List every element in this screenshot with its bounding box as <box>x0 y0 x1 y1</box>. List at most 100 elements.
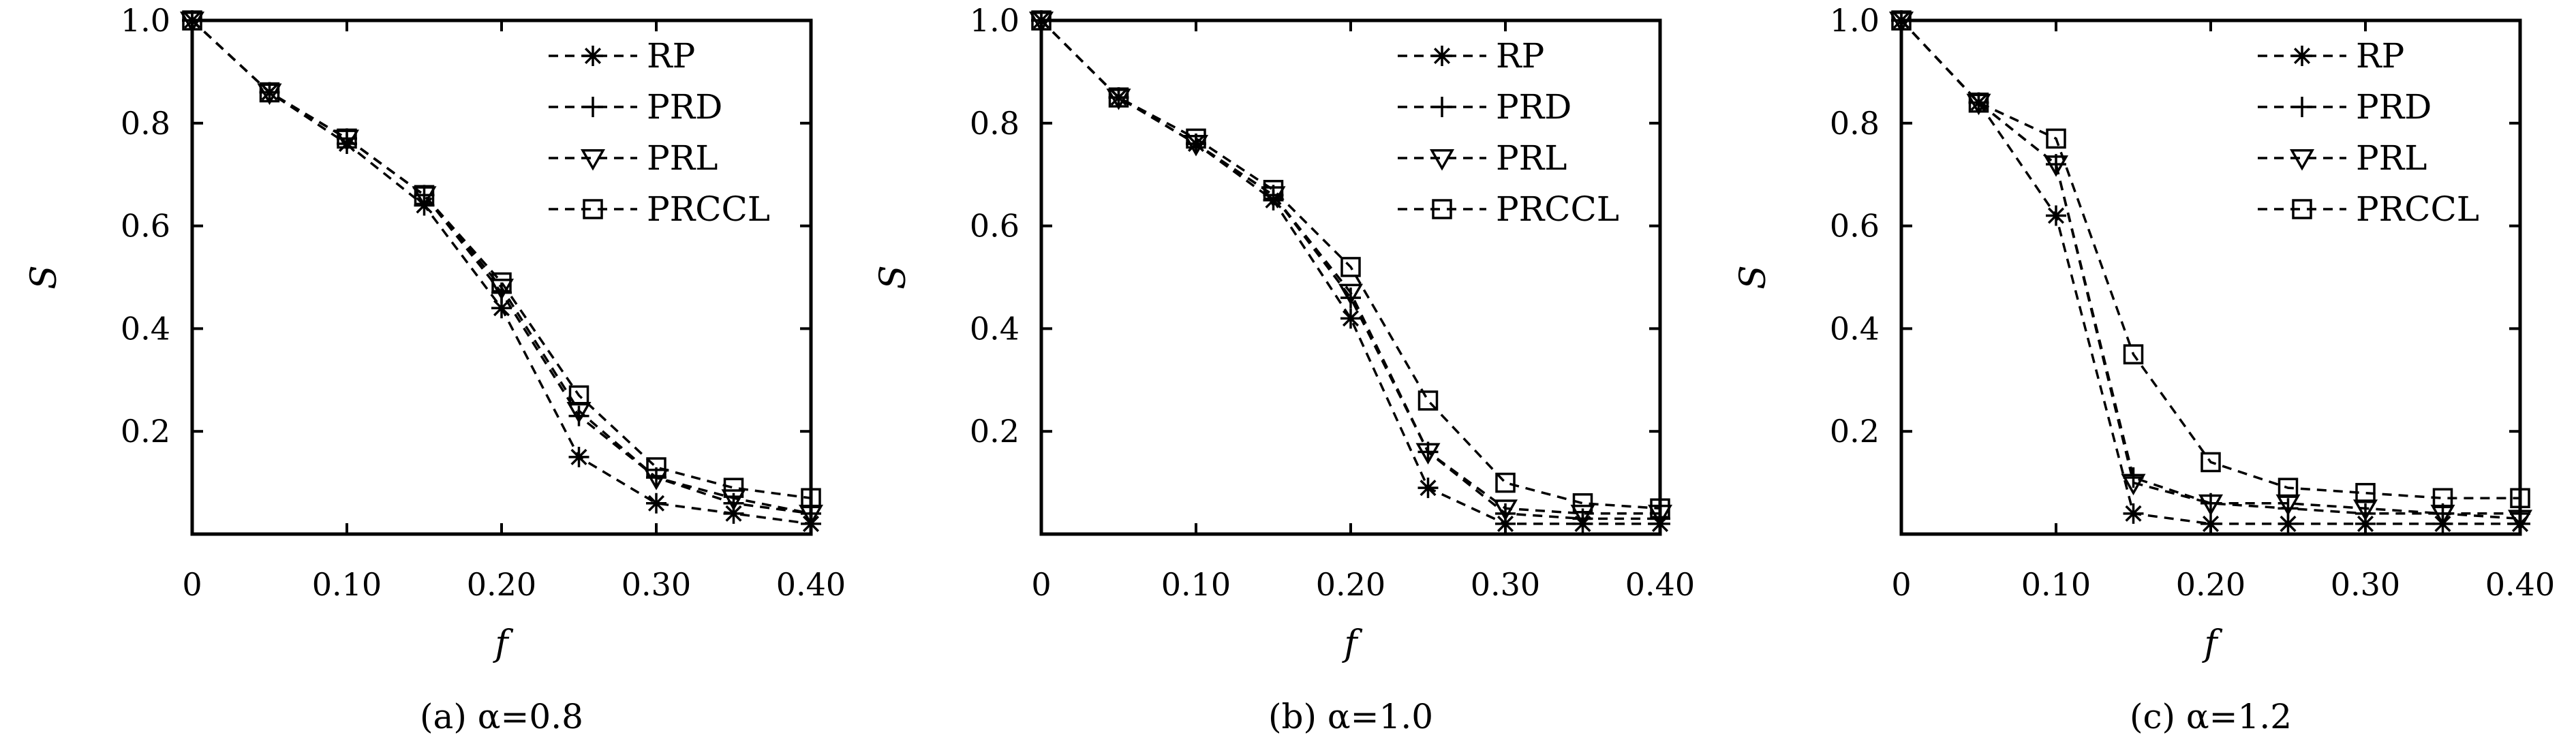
data-point-rp <box>1495 513 1516 534</box>
legend-marker-prccl <box>2292 199 2312 219</box>
series-prccl <box>1031 10 1670 519</box>
data-point-prccl <box>337 128 357 149</box>
series-line-prd <box>1900 19 2520 515</box>
legend-marker-prl <box>2289 149 2315 171</box>
legend-marker-rp <box>1432 46 1452 66</box>
data-point-rp <box>646 493 666 514</box>
y-tick-label: 1.0 <box>970 2 1019 39</box>
series-line-prccl <box>191 19 812 499</box>
data-point-prl <box>1492 499 1518 521</box>
legend-label-rp: RP <box>1496 36 1544 76</box>
legend-label-rp: RP <box>2356 36 2404 76</box>
series-prl <box>1888 12 2533 531</box>
y-tick-label: 1.0 <box>121 2 170 39</box>
legend-marker-prl <box>580 149 606 171</box>
data-point-prccl <box>1495 472 1516 493</box>
data-point-prd <box>2123 467 2144 488</box>
legend: RP PRD PRL PRCCL <box>549 36 770 229</box>
data-point-rp <box>1340 308 1361 329</box>
x-axis-label: f <box>492 623 513 664</box>
data-point-rp <box>2201 513 2221 534</box>
data-point-rp <box>2355 513 2376 534</box>
legend-marker-prd <box>1432 97 1452 117</box>
chart-panel-3: 0 0.10 0.20 0.30 0.40 0.2 0.4 0.6 0.8 1.0 f S (c) α=… <box>1733 2 2555 736</box>
data-point-prccl <box>1417 390 1439 411</box>
x-tick-label: 0.30 <box>1471 566 1540 603</box>
legend-label-prd: PRD <box>2356 87 2432 127</box>
series-line-prl <box>1900 19 2521 520</box>
data-point-prccl <box>1340 257 1361 277</box>
y-tick-label: 0.8 <box>121 105 170 142</box>
data-point-prl <box>1570 504 1595 527</box>
legend-label-prd: PRD <box>647 87 722 127</box>
legend-marker-rp <box>2292 46 2312 66</box>
chart-panel-1: 0 0.10 0.20 0.30 0.40 0.2 0.4 0.6 0.8 1.0 f S (a) α=… <box>24 2 846 736</box>
panel-caption: (a) α=0.8 <box>420 697 583 736</box>
data-point-prl <box>721 489 746 511</box>
panel-caption: (b) α=1.0 <box>1268 697 1433 736</box>
series-rp <box>1891 10 2530 534</box>
x-tick-label: 0 <box>1031 566 1051 603</box>
legend-marker-prccl <box>583 199 603 219</box>
series-prccl <box>182 10 821 508</box>
data-point-prl <box>1183 134 1209 157</box>
legend-label-prl: PRL <box>647 138 718 178</box>
panel-caption: (c) α=1.2 <box>2130 697 2292 736</box>
data-point-prl <box>2507 510 2533 531</box>
legend-marker-prccl <box>1432 199 1452 219</box>
y-axis-label: S <box>24 265 65 290</box>
series-line-rp <box>1900 19 2520 525</box>
legend-label-prccl: PRCCL <box>1496 189 1619 229</box>
x-tick-label: 0.20 <box>2176 566 2245 603</box>
y-tick-label: 0.8 <box>970 105 1019 142</box>
data-point-prl <box>643 469 669 490</box>
data-point-rp <box>2046 205 2066 226</box>
legend: RP PRD PRL PRCCL <box>2258 36 2479 229</box>
x-tick-label: 0.10 <box>2021 566 2091 603</box>
x-tick-label: 0 <box>182 566 202 603</box>
data-point-prccl <box>414 185 435 206</box>
data-point-prccl <box>2123 344 2144 364</box>
x-axis-label: f <box>2201 623 2222 664</box>
data-point-prccl <box>2046 128 2066 149</box>
data-point-prccl <box>2510 488 2530 508</box>
y-axis-label: S <box>1733 265 1774 290</box>
data-point-prccl <box>259 82 280 103</box>
data-point-prccl <box>2432 488 2453 508</box>
data-point-rp <box>568 446 589 467</box>
x-tick-label: 0.10 <box>1161 566 1231 603</box>
x-tick-label: 0.40 <box>1625 566 1695 603</box>
x-tick-label: 0.40 <box>2485 566 2555 603</box>
chart-panel-2: 0 0.10 0.20 0.30 0.40 0.2 0.4 0.6 0.8 1.0 f S (b) α=… <box>873 2 1695 736</box>
y-axis-label: S <box>873 265 914 290</box>
data-point-rp <box>2278 513 2299 534</box>
data-point-prl <box>1647 504 1673 527</box>
series-prd <box>1891 10 2530 524</box>
legend-label-rp: RP <box>647 36 695 76</box>
x-axis-label: f <box>1341 623 1362 664</box>
y-tick-label: 0.6 <box>970 208 1019 245</box>
data-point-rp <box>723 503 744 524</box>
data-point-prl <box>2198 494 2224 516</box>
series-line-prccl <box>1040 19 1661 510</box>
data-point-prl <box>1415 443 1441 465</box>
data-point-prccl <box>1650 498 1670 519</box>
data-point-prccl <box>1031 10 1052 31</box>
data-point-rp <box>1417 478 1439 499</box>
y-tick-label: 0.6 <box>121 208 170 245</box>
y-tick-label: 0.2 <box>970 413 1019 450</box>
data-point-prccl <box>491 272 512 293</box>
data-point-prccl <box>2201 452 2221 473</box>
y-tick-label: 0.2 <box>121 413 170 450</box>
data-point-prccl <box>2355 482 2376 503</box>
data-point-prccl <box>568 385 589 406</box>
legend-label-prccl: PRCCL <box>2356 189 2479 229</box>
data-point-prccl <box>801 488 821 508</box>
data-point-prccl <box>1186 128 1206 149</box>
x-tick-label: 0.40 <box>776 566 846 603</box>
data-point-rp <box>2510 513 2530 534</box>
y-tick-label: 0.4 <box>1830 310 1880 347</box>
legend-label-prccl: PRCCL <box>647 189 770 229</box>
x-tick-label: 0.20 <box>467 566 536 603</box>
